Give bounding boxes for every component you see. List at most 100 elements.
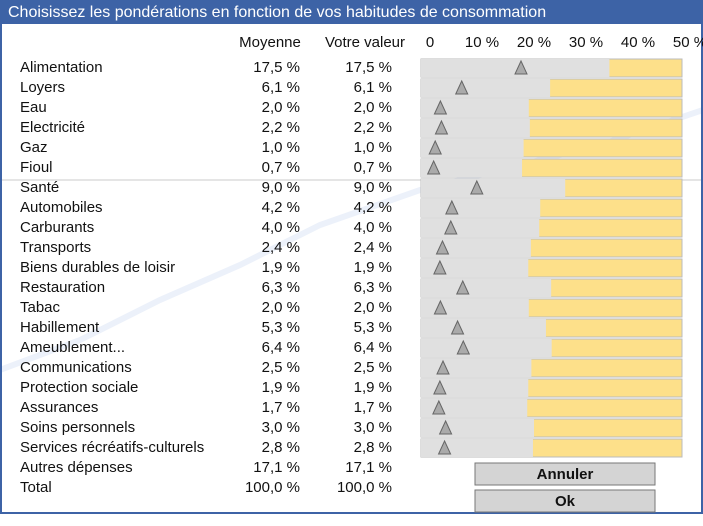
- slider-range: [421, 59, 610, 77]
- slider-range: [421, 299, 529, 317]
- scale-label: 20 %: [517, 34, 551, 51]
- row-value: 1,9 %: [354, 259, 392, 276]
- row-value: 5,3 %: [354, 319, 392, 336]
- slider-range: [421, 159, 523, 177]
- slider-thumb[interactable]: [436, 359, 450, 375]
- ok-button[interactable]: [474, 489, 656, 513]
- row-value: 9,0 %: [354, 179, 392, 196]
- row-value: 1,7 %: [354, 399, 392, 416]
- scale-label: 10 %: [465, 34, 499, 51]
- row-average: 6,4 %: [262, 339, 300, 356]
- row-average: 17,5 %: [253, 59, 300, 76]
- row-name: Ameublement...: [20, 339, 125, 356]
- row-name: Automobiles: [20, 199, 103, 216]
- ok-label[interactable]: Ok: [555, 493, 576, 510]
- slider-range: [421, 259, 529, 277]
- row-average: 2,0 %: [262, 299, 300, 316]
- slider-thumb[interactable]: [470, 179, 484, 195]
- slider-thumb[interactable]: [433, 299, 448, 315]
- slider-thumb[interactable]: [433, 259, 447, 275]
- row-value: 2,0 %: [354, 299, 392, 316]
- slider-thumb[interactable]: [456, 339, 471, 355]
- row-value: 1,0 %: [354, 139, 392, 156]
- slider-range: [421, 319, 546, 337]
- row-average: 0,7 %: [262, 159, 300, 176]
- row-average: 2,4 %: [262, 239, 300, 256]
- cancel-label[interactable]: Annuler: [537, 466, 594, 483]
- row-name: Soins personnels: [20, 419, 135, 436]
- slider-thumb[interactable]: [437, 439, 452, 455]
- row-average: 5,3 %: [262, 319, 300, 336]
- slider-range: [421, 419, 534, 437]
- slider-thumb[interactable]: [433, 379, 447, 395]
- slider-range: [421, 239, 531, 257]
- slider-range: [421, 399, 528, 417]
- slider-thumb[interactable]: [454, 79, 469, 95]
- row-average: 1,7 %: [262, 399, 300, 416]
- row-name: Loyers: [20, 79, 65, 96]
- slider-range: [421, 339, 552, 357]
- row-average: 4,2 %: [262, 199, 300, 216]
- row-name: Assurances: [20, 399, 98, 416]
- slider-range: [421, 439, 533, 457]
- row-value: 6,1 %: [354, 79, 392, 96]
- slider-thumb[interactable]: [433, 99, 448, 115]
- row-value: 2,4 %: [354, 239, 392, 256]
- row-average: 1,0 %: [262, 139, 300, 156]
- row-average: 2,0 %: [262, 99, 300, 116]
- slider-thumb[interactable]: [455, 279, 470, 295]
- slider-range: [421, 99, 529, 117]
- slider-thumb[interactable]: [428, 139, 442, 155]
- slider-range: [421, 279, 552, 297]
- row-value: 3,0 %: [354, 419, 392, 436]
- row-name: Electricité: [20, 119, 85, 136]
- cancel-button[interactable]: [474, 462, 656, 486]
- row-name: Tabac: [20, 299, 61, 316]
- title-bar: [0, 0, 703, 24]
- row-name: Biens durables de loisir: [20, 259, 175, 276]
- scale-label: 0: [426, 34, 434, 51]
- row-value: 1,9 %: [354, 379, 392, 396]
- row-average: 100,0 %: [245, 479, 300, 496]
- row-name: Santé: [20, 179, 59, 196]
- row-average: 9,0 %: [262, 179, 300, 196]
- slider-thumb[interactable]: [434, 119, 449, 135]
- row-average: 2,8 %: [262, 439, 300, 456]
- row-value: 2,8 %: [354, 439, 392, 456]
- row-value: 2,2 %: [354, 119, 392, 136]
- slider-range: [421, 199, 541, 217]
- slider-range: [421, 219, 540, 237]
- row-name: Gaz: [20, 139, 48, 156]
- scale-label: 50 %: [673, 34, 703, 51]
- slider-thumb[interactable]: [444, 219, 458, 235]
- row-value: 4,0 %: [354, 219, 392, 236]
- slider-thumb[interactable]: [438, 419, 453, 435]
- slider-thumb[interactable]: [435, 239, 450, 255]
- slider-thumb[interactable]: [426, 159, 441, 175]
- row-value: 17,5 %: [345, 59, 392, 76]
- row-average: 3,0 %: [262, 419, 300, 436]
- dialog-title: Choisissez les pondérations en fonction …: [8, 4, 546, 21]
- row-value: 2,0 %: [354, 99, 392, 116]
- scale-label: 40 %: [621, 34, 655, 51]
- row-name: Eau: [20, 99, 47, 116]
- row-value: 2,5 %: [354, 359, 392, 376]
- row-value: 17,1 %: [345, 459, 392, 476]
- row-average: 2,2 %: [262, 119, 300, 136]
- column-header: Moyenne: [239, 34, 301, 51]
- slider-thumb[interactable]: [514, 59, 528, 75]
- row-value: 0,7 %: [354, 159, 392, 176]
- slider-thumb[interactable]: [432, 399, 446, 415]
- row-average: 6,3 %: [262, 279, 300, 296]
- row-value: 100,0 %: [337, 479, 392, 496]
- row-average: 1,9 %: [262, 259, 300, 276]
- row-name: Autres dépenses: [20, 459, 133, 476]
- slider-thumb[interactable]: [450, 319, 465, 335]
- row-average: 6,1 %: [262, 79, 300, 96]
- row-average: 4,0 %: [262, 219, 300, 236]
- row-name: Protection sociale: [20, 379, 138, 396]
- row-value: 6,3 %: [354, 279, 392, 296]
- slider-thumb[interactable]: [445, 199, 459, 215]
- slider-range: [421, 379, 529, 397]
- row-name: Carburants: [20, 219, 94, 236]
